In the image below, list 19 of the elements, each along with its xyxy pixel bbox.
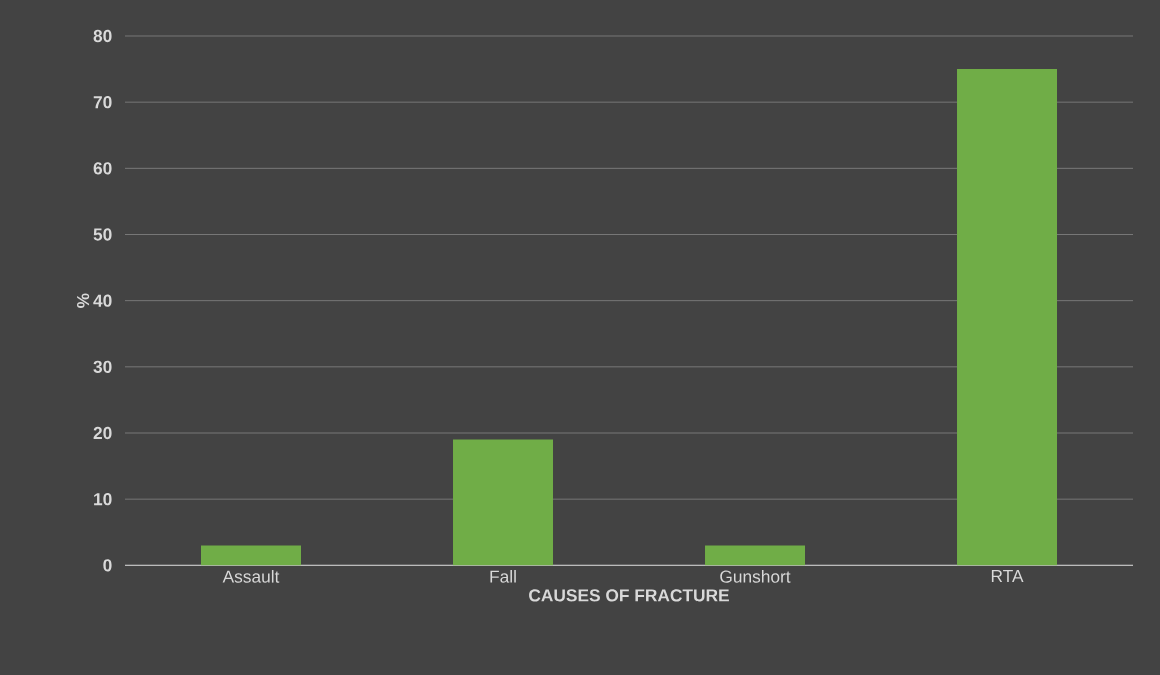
y-tick-label: 30	[93, 360, 112, 373]
x-tick-label: Assault	[222, 570, 280, 583]
y-tick-label: 10	[94, 493, 112, 506]
x-axis-title: CAUSES OF FRACTURE	[529, 589, 729, 602]
bar	[705, 545, 806, 566]
y-axis-title: %	[76, 293, 90, 308]
x-tick-label: RTA	[991, 570, 1024, 582]
x-tick-label: Gunshort	[720, 570, 791, 583]
y-tick-label: 80	[93, 29, 112, 43]
y-tick-label: 60	[93, 162, 112, 175]
y-tick-label: 0	[103, 559, 112, 572]
bar	[957, 69, 1058, 566]
bar	[201, 545, 302, 566]
y-tick-label: 40	[93, 294, 112, 307]
x-tick-label: Fall	[490, 570, 516, 583]
y-tick-label: 70	[93, 96, 112, 109]
bar	[453, 439, 554, 566]
y-tick-label: 50	[93, 228, 112, 241]
y-tick-label: 20	[93, 426, 112, 440]
